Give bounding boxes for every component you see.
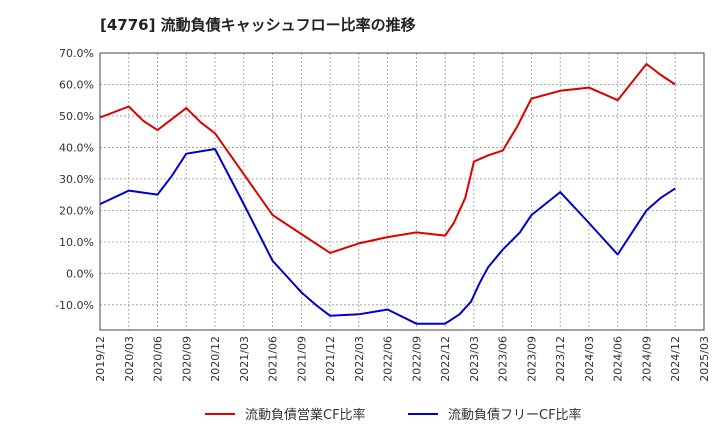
y-tick-label: 10.0% — [59, 236, 94, 249]
x-tick-label: 2022/12 — [439, 336, 452, 382]
plot-frame — [99, 52, 705, 331]
x-tick-label: 2023/09 — [525, 336, 538, 382]
x-tick-label: 2024/09 — [640, 336, 653, 382]
x-tick-label: 2023/06 — [497, 336, 510, 382]
y-tick-label: 60.0% — [59, 78, 94, 91]
x-tick-labels: 2019/12 2020/03 2020/06 2020/09 2020/12 2021/… — [94, 336, 711, 382]
series-line-1 — [99, 63, 676, 254]
plot-area — [100, 53, 704, 330]
x-tick-label: 2025/03 — [698, 336, 711, 382]
series-line-2 — [99, 148, 676, 325]
x-tick-label: 2020/06 — [152, 336, 165, 382]
x-tick-label: 2021/09 — [295, 336, 308, 382]
x-tick-label: 2021/03 — [238, 336, 251, 382]
y-tick-label: 50.0% — [59, 110, 94, 123]
y-tick-label: 20.0% — [59, 204, 94, 217]
legend-label-1: 流動負債営業CF比率 — [245, 407, 366, 423]
x-tick-label: 2020/03 — [123, 336, 136, 382]
x-tick-label: 2019/12 — [94, 336, 107, 382]
y-tick-labels: 70.0% 60.0% 50.0% 40.0% 30.0% 20.0% 10.0% 0.0% -… — [55, 47, 94, 312]
x-tick-label: 2022/06 — [382, 336, 395, 382]
y-tick-label: 40.0% — [59, 141, 94, 154]
x-tick-label: 2024/06 — [612, 336, 625, 382]
x-tick-label: 2023/03 — [468, 336, 481, 382]
x-tick-label: 2023/12 — [554, 336, 567, 382]
y-tick-label: -10.0% — [55, 299, 94, 312]
legend-label-2: 流動負債フリーCF比率 — [448, 407, 582, 423]
x-tick-label: 2021/12 — [324, 336, 337, 382]
y-tick-label: 30.0% — [59, 173, 94, 186]
y-tick-label: 70.0% — [59, 47, 94, 60]
grid-layer — [100, 52, 704, 330]
x-tick-label: 2021/06 — [267, 336, 280, 382]
x-tick-label: 2024/12 — [669, 336, 682, 382]
legend: 流動負債営業CF比率 流動負債フリーCF比率 — [205, 407, 582, 423]
y-tick-label: 0.0% — [66, 267, 94, 280]
x-tick-label: 2024/03 — [583, 336, 596, 382]
x-tick-label: 2020/12 — [209, 336, 222, 382]
x-tick-label: 2022/09 — [410, 336, 423, 382]
x-tick-label: 2020/09 — [180, 336, 193, 382]
x-tick-label: 2022/03 — [353, 336, 366, 382]
chart-title: [4776] 流動負債キャッシュフロー比率の推移 — [100, 16, 416, 34]
series-layer — [99, 63, 676, 325]
